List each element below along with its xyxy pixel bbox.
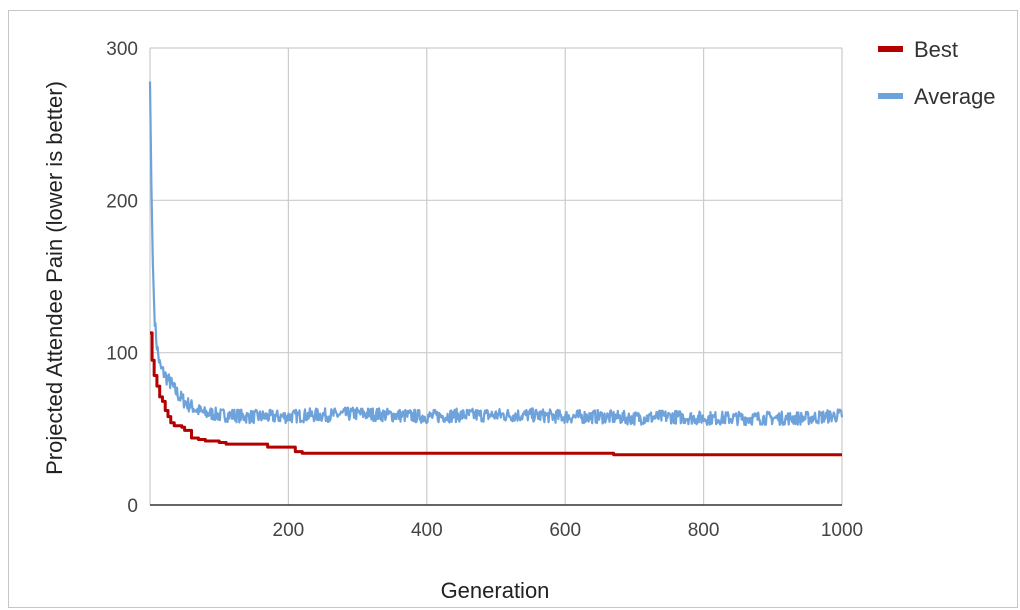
x-tick-label: 800 xyxy=(688,520,720,541)
y-tick-label: 100 xyxy=(106,344,138,365)
legend-label-best: Best xyxy=(914,37,958,62)
y-axis-title: Projected Attendee Pain (lower is better… xyxy=(42,81,67,475)
series-lines xyxy=(148,81,844,457)
x-tick-label: 400 xyxy=(411,520,443,541)
legend: Best Average xyxy=(878,37,996,109)
x-tick-labels: 200 400 600 800 1000 xyxy=(273,520,864,541)
y-tick-label: 300 xyxy=(106,39,138,60)
y-tick-labels: 0 100 200 300 xyxy=(106,39,138,517)
y-tick-label: 0 xyxy=(127,496,138,517)
chart-frame xyxy=(8,10,1018,608)
series-line-average xyxy=(148,81,844,427)
grid-lines xyxy=(149,47,843,505)
x-axis-title: Generation xyxy=(441,578,550,603)
legend-label-average: Average xyxy=(914,84,996,109)
x-tick-label: 600 xyxy=(549,520,581,541)
series-line-best xyxy=(150,331,842,457)
x-tick-label: 1000 xyxy=(821,520,863,541)
x-tick-label: 200 xyxy=(273,520,305,541)
y-tick-label: 200 xyxy=(106,191,138,212)
